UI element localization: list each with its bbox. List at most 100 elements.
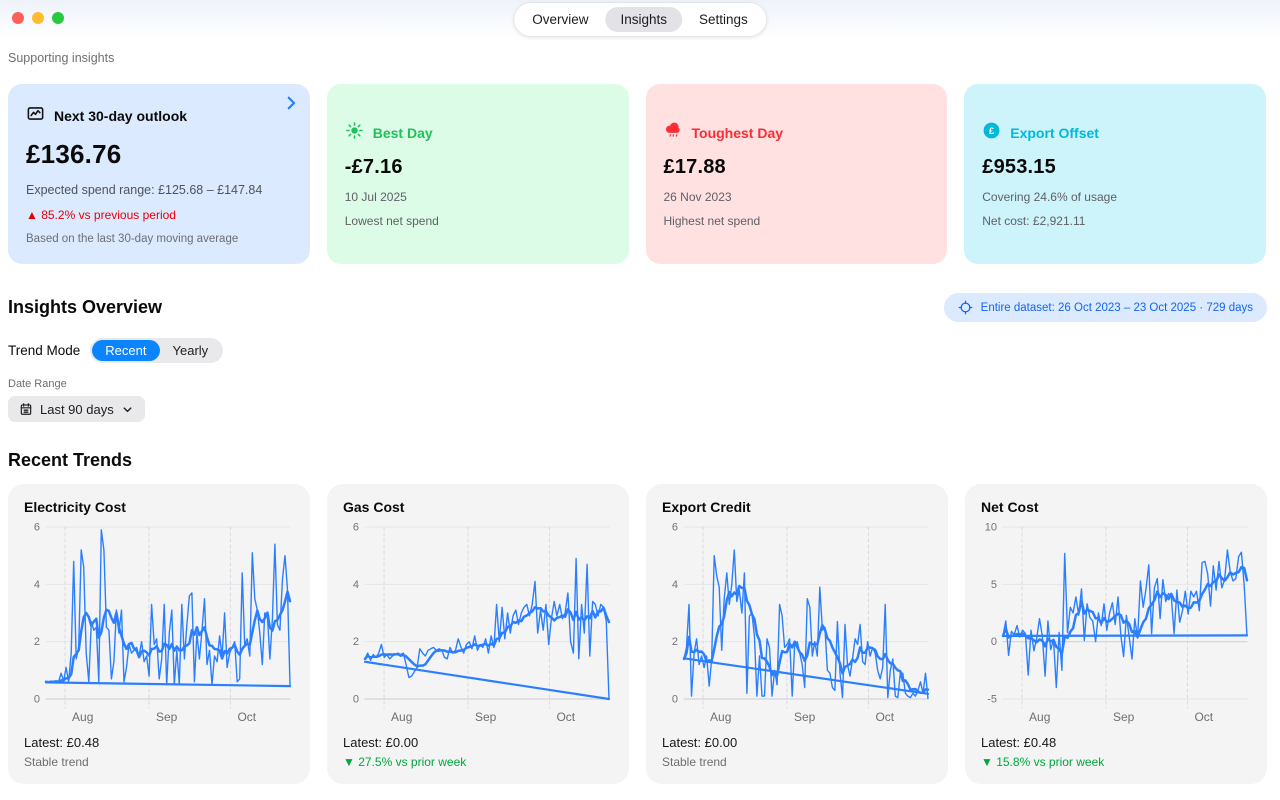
tab-settings[interactable]: Settings [699,12,748,27]
line-chart-icon [26,104,45,128]
gas-cost-chart: 0 2 4 6 Aug Sep Oct [353,522,611,724]
svg-text:4: 4 [353,579,359,591]
gas-cost-chart-card: Gas Cost 0 2 4 6 Aug Sep Oct Latest: £0.00 ▼ 2… [327,484,629,784]
card-caption: Highest net spend [663,213,761,228]
trend-mode-label: Trend Mode [8,343,81,358]
card-value: £953.15 [982,155,1056,178]
svg-text:2: 2 [672,636,678,648]
top-tab-bar: Overview Insights Settings [514,3,766,36]
svg-text:£: £ [989,125,995,136]
close-window-button[interactable] [12,12,24,24]
traffic-lights [12,12,64,24]
svg-text:0: 0 [672,694,678,706]
svg-text:0: 0 [353,694,359,706]
card-value: -£7.16 [344,155,403,178]
card-date: 10 Jul 2025 [344,189,407,204]
date-range-value: Last 90 days [40,401,114,417]
electricity-cost-chart-card: Electricity Cost 0 2 4 6 Aug Sep Oct Latest: £… [8,484,310,784]
best-day-card: Best Day -£7.16 10 Jul 2025 Lowest net s… [326,84,629,264]
outlook-card[interactable]: Next 30-day outlook £136.76 Expected spe… [8,84,310,264]
card-date: 26 Nov 2023 [663,189,732,204]
svg-text:2: 2 [34,636,40,648]
date-range-dropdown[interactable]: Last 90 days [8,396,145,422]
svg-text:4: 4 [672,579,678,591]
svg-text:0: 0 [34,694,40,706]
trend-mode-recent-button[interactable]: Recent [92,340,160,361]
electricity-cost-chart: 0 2 4 6 Aug Sep Oct [34,522,292,724]
expected-range-text: Expected spend range: £125.68 – £147.84 [26,182,263,197]
pound-circle-icon: £ [982,121,1001,145]
svg-text:Aug: Aug [1029,710,1050,724]
latest-value-text: Latest: £0.00 [662,735,738,750]
card-footnote: Based on the last 30-day moving average [26,232,239,245]
trend-mode-segmented-control: Recent Yearly [90,338,224,363]
svg-text:Sep: Sep [1113,710,1135,724]
delta-vs-previous-text: ▲ 85.2% vs previous period [26,207,176,222]
window-titlebar: Overview Insights Settings [0,0,1280,38]
svg-text:-5: -5 [987,694,997,706]
recent-trends-heading: Recent Trends [8,450,133,470]
latest-value-text: Latest: £0.48 [981,735,1057,750]
card-title: Export Offset [1010,124,1099,141]
trend-mode-row: Trend Mode Recent Yearly [8,338,224,363]
chart-title: Gas Cost [343,499,405,515]
chart-title: Net Cost [981,499,1039,515]
export-credit-chart-card: Export Credit 0 2 4 6 Aug Sep Oct Latest: £0.0… [646,484,948,784]
trend-note-text: ▼ 15.8% vs prior week [981,755,1105,769]
svg-text:Oct: Oct [875,710,894,724]
trend-note-text: Stable trend [24,755,89,769]
svg-text:2: 2 [353,636,359,648]
card-value: £136.76 [26,138,122,169]
toughest-day-card: Toughest Day £17.88 26 Nov 2023 Highest … [645,84,948,264]
latest-value-text: Latest: £0.48 [24,735,100,750]
card-title: Toughest Day [691,124,784,141]
svg-text:4: 4 [34,579,40,591]
card-title: Next 30-day outlook [54,107,188,124]
dataset-range-text: Entire dataset: 26 Oct 2023 – 23 Oct 202… [980,301,1253,314]
chart-title: Export Credit [662,499,751,515]
trend-charts-row: Electricity Cost 0 2 4 6 Aug Sep Oct Latest: £… [8,484,1267,784]
svg-text:6: 6 [353,522,359,534]
net-cost-text: Net cost: £2,921.11 [982,213,1086,228]
tab-insights[interactable]: Insights [605,7,683,32]
calendar-icon [19,402,33,416]
chevron-right-icon[interactable] [282,94,300,112]
svg-text:Sep: Sep [794,710,816,724]
trend-note-text: ▼ 27.5% vs prior week [343,755,467,769]
chevron-down-icon [121,403,134,416]
svg-text:Sep: Sep [156,710,178,724]
crosshair-icon [958,300,973,315]
supporting-insights-label: Supporting insights [8,51,115,65]
svg-text:Aug: Aug [72,710,93,724]
svg-text:Oct: Oct [1194,710,1213,724]
svg-text:0: 0 [991,636,997,648]
sun-icon [345,121,364,145]
svg-text:Oct: Oct [237,710,256,724]
latest-value-text: Latest: £0.00 [343,735,419,750]
insight-cards-row: Next 30-day outlook £136.76 Expected spe… [8,84,1266,264]
net-cost-chart-card: Net Cost -5 0 5 10 Aug Sep Oct Latest: £0.48 ▼… [965,484,1267,784]
date-range-label: Date Range [8,378,67,390]
minimize-window-button[interactable] [32,12,44,24]
trend-note-text: Stable trend [662,755,727,769]
dataset-range-badge: Entire dataset: 26 Oct 2023 – 23 Oct 202… [943,293,1267,322]
card-value: £17.88 [663,155,726,178]
card-caption: Lowest net spend [344,213,439,228]
zoom-window-button[interactable] [52,12,64,24]
svg-text:5: 5 [991,579,997,591]
svg-text:10: 10 [985,522,997,534]
svg-text:Aug: Aug [391,710,412,724]
export-offset-card: £ Export Offset £953.15 Covering 24.6% o… [964,84,1266,264]
tab-overview[interactable]: Overview [532,12,589,27]
export-credit-chart: 0 2 4 6 Aug Sep Oct [672,522,930,724]
insights-overview-heading: Insights Overview [8,297,163,317]
net-cost-chart: -5 0 5 10 Aug Sep Oct [985,522,1249,724]
chart-title: Electricity Cost [24,499,126,515]
svg-text:6: 6 [34,522,40,534]
card-title: Best Day [372,124,433,141]
svg-text:Aug: Aug [710,710,731,724]
svg-text:Oct: Oct [556,710,575,724]
svg-text:6: 6 [672,522,678,534]
rain-cloud-icon [664,121,683,145]
trend-mode-yearly-button[interactable]: Yearly [160,340,222,361]
